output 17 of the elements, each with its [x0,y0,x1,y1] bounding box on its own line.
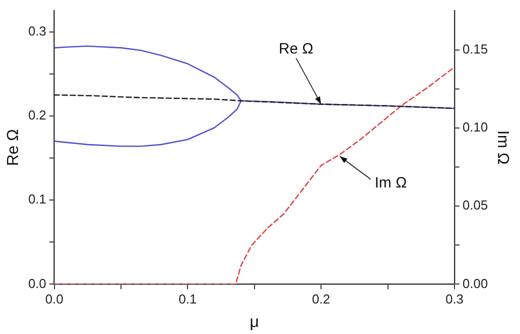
x-tick-label: 0.0 [45,292,64,307]
annotation: Im Ω [374,174,407,192]
y2-tick-label: 0.10 [462,120,488,135]
y-tick-label: 0.1 [28,192,46,207]
x-tick-label: 0.2 [312,292,330,307]
x-tick-label: 0.3 [445,292,464,307]
y-tick-label: 0.2 [28,108,46,123]
y2-axis-title: Im Ω [494,130,511,165]
y-tick-label: 0.0 [28,276,46,291]
annotation: Re Ω [278,40,314,58]
x-axis-title: μ [250,314,259,331]
y2-tick-label: 0.00 [462,276,488,291]
y2-tick-label: 0.05 [462,198,488,213]
y-tick-label: 0.3 [28,23,46,38]
x-tick-label: 0.1 [178,292,197,307]
y2-tick-label: 0.15 [462,41,488,56]
y-axis-title: Re Ω [5,129,22,166]
